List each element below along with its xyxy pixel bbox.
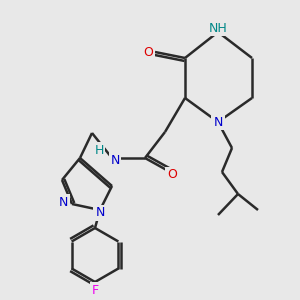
Text: O: O: [167, 169, 177, 182]
Text: H: H: [94, 143, 104, 157]
Text: NH: NH: [208, 22, 227, 34]
Text: F: F: [92, 284, 99, 296]
Text: N: N: [213, 116, 223, 128]
Text: N: N: [95, 206, 105, 220]
Text: N: N: [58, 196, 68, 208]
Text: O: O: [143, 46, 153, 59]
Text: N: N: [110, 154, 120, 166]
